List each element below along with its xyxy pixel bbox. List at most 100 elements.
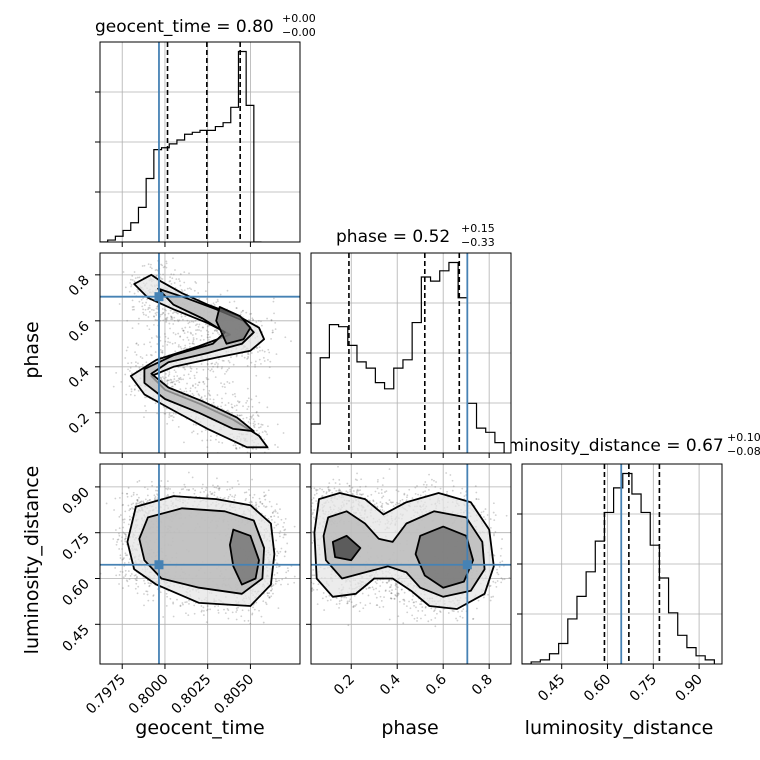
sample-point (323, 609, 326, 611)
sample-point (152, 599, 155, 602)
sample-point (390, 579, 393, 581)
sample-point (258, 426, 260, 429)
sample-point (153, 315, 155, 318)
sample-point (205, 329, 208, 332)
sample-point (210, 368, 213, 371)
sample-point (286, 567, 289, 570)
sample-point (195, 371, 198, 374)
sample-point (123, 521, 125, 524)
sample-point (494, 531, 497, 533)
sample-point (349, 598, 352, 601)
sample-point (329, 599, 332, 601)
sample-point (255, 321, 258, 323)
sample-point (201, 439, 204, 442)
sample-point (154, 498, 156, 501)
sample-point (258, 358, 261, 361)
sample-point (122, 526, 125, 529)
sample-point (283, 555, 286, 558)
sample-point (143, 582, 146, 585)
sample-point (335, 597, 338, 600)
sample-point (138, 317, 140, 320)
sample-point (166, 343, 169, 346)
sample-point (136, 499, 139, 501)
sample-point (253, 426, 256, 429)
sample-point (187, 373, 190, 376)
sample-point (244, 499, 247, 502)
sample-point (256, 346, 259, 349)
sample-point (152, 594, 155, 597)
title-luminosity-distance-sup: +0.10 (727, 431, 760, 444)
sample-point (170, 315, 173, 318)
sample-point (185, 612, 187, 615)
sample-point (255, 506, 257, 509)
sample-point (282, 526, 285, 528)
sample-point (188, 321, 191, 324)
sample-point (246, 408, 249, 411)
sample-point (216, 365, 219, 368)
sample-point (135, 353, 138, 356)
sample-point (349, 490, 352, 493)
sample-point (204, 489, 207, 492)
sample-point (375, 582, 378, 585)
sample-point (178, 280, 181, 282)
sample-point (126, 554, 129, 557)
sample-point (439, 610, 441, 613)
sample-point (271, 511, 274, 514)
sample-point (240, 615, 243, 618)
sample-point (420, 600, 422, 603)
sample-point (284, 533, 287, 536)
sample-point (387, 503, 390, 506)
sample-point (166, 379, 169, 382)
sample-point (221, 441, 224, 444)
sample-point (249, 418, 251, 421)
sample-point (137, 502, 140, 505)
sample-point (268, 596, 271, 599)
sample-point (477, 498, 480, 501)
sample-point (223, 496, 226, 499)
sample-point (325, 595, 328, 598)
sample-point (351, 493, 354, 496)
sample-point (142, 308, 145, 311)
sample-point (137, 585, 140, 588)
sample-point (189, 370, 192, 373)
sample-point (185, 601, 188, 603)
sample-point (155, 275, 158, 278)
sample-point (257, 505, 260, 508)
sample-point (143, 264, 146, 267)
sample-point (412, 601, 415, 604)
sample-point (146, 499, 149, 502)
sample-point (475, 607, 478, 610)
sample-point (265, 505, 268, 508)
sample-point (394, 582, 397, 585)
sample-point (501, 578, 504, 581)
sample-point (226, 607, 229, 610)
sample-point (279, 508, 281, 511)
sample-point (163, 485, 166, 488)
sample-point (272, 510, 275, 513)
sample-point (218, 487, 221, 490)
sample-point (393, 597, 396, 600)
sample-point (179, 388, 182, 391)
sample-point (340, 596, 343, 599)
sample-point (147, 316, 150, 318)
sample-point (150, 263, 152, 266)
sample-point (252, 418, 255, 421)
sample-point (112, 385, 115, 388)
sample-point (267, 448, 270, 451)
sample-point (255, 448, 258, 451)
sample-point (184, 326, 187, 329)
sample-point (150, 582, 153, 585)
xlabel-phase: phase (381, 717, 438, 739)
sample-point (115, 371, 118, 374)
sample-point (193, 343, 195, 345)
sample-point (356, 489, 358, 492)
title-luminosity-distance: luminosity_distance = 0.67 (492, 436, 724, 456)
sample-point (174, 383, 177, 386)
sample-point (170, 315, 172, 318)
sample-point (384, 589, 387, 592)
sample-point (164, 335, 167, 338)
sample-point (126, 346, 129, 349)
sample-point (273, 515, 276, 518)
sample-point (263, 495, 266, 498)
sample-point (210, 435, 212, 438)
